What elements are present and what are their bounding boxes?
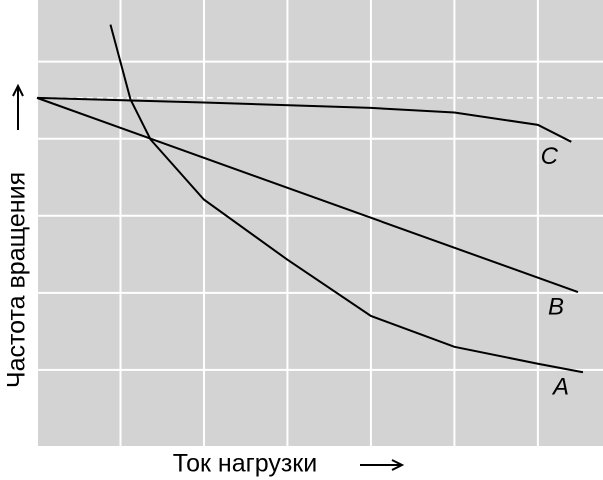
lines: C B A [36, 24, 603, 401]
x-axis-arrow [360, 459, 405, 471]
x-axis-label: Ток нагрузки [173, 450, 317, 478]
series-label: B [548, 293, 564, 320]
y-axis-arrow [12, 83, 24, 130]
series-label: A [551, 374, 569, 401]
plot-area [37, 0, 603, 447]
grid [36, 0, 603, 448]
series-line [109, 24, 584, 374]
series-line [36, 96, 579, 294]
series-label: C [541, 143, 559, 170]
y-axis-label: Частота вращения [3, 172, 31, 388]
series-line [36, 96, 572, 143]
